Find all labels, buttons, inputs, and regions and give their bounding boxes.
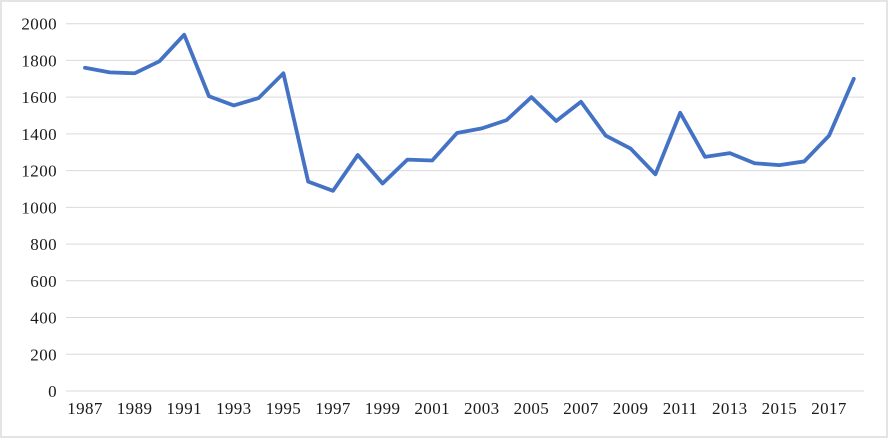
x-tick-label: 1993	[216, 399, 252, 418]
x-tick-label: 1989	[117, 399, 153, 418]
x-tick-label: 2007	[563, 399, 599, 418]
y-tick-label: 0	[48, 382, 57, 401]
x-tick-label: 1987	[67, 399, 103, 418]
y-tick-label: 1600	[21, 88, 57, 107]
y-tick-label: 400	[30, 309, 57, 328]
y-tick-label: 200	[30, 345, 57, 364]
x-tick-label: 1997	[315, 399, 351, 418]
x-tick-label: 2003	[464, 399, 500, 418]
y-tick-label: 1000	[21, 198, 57, 217]
y-tick-label: 2000	[21, 15, 57, 34]
x-tick-label: 2001	[414, 399, 450, 418]
y-tick-label: 600	[30, 272, 57, 291]
x-tick-label: 1991	[166, 399, 202, 418]
x-tick-label: 2017	[811, 399, 847, 418]
x-tick-label: 1995	[266, 399, 302, 418]
y-tick-label: 1800	[21, 51, 57, 70]
x-tick-label: 2013	[712, 399, 748, 418]
x-tick-label: 1999	[365, 399, 401, 418]
y-tick-label: 800	[30, 235, 57, 254]
x-tick-label: 2015	[762, 399, 798, 418]
x-tick-label: 2009	[613, 399, 649, 418]
x-tick-label: 2005	[514, 399, 550, 418]
y-tick-label: 1400	[21, 125, 57, 144]
data-series-line	[83, 32, 856, 193]
y-tick-label: 1200	[21, 162, 57, 181]
x-tick-label: 2011	[663, 399, 698, 418]
